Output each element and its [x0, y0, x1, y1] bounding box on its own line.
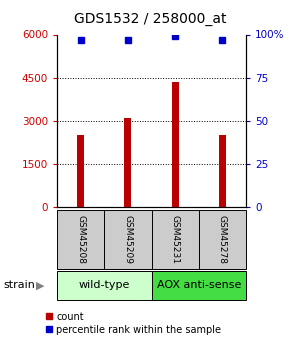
Text: GSM45278: GSM45278: [218, 215, 227, 264]
Legend: count, percentile rank within the sample: count, percentile rank within the sample: [41, 308, 225, 338]
Bar: [172, 82, 179, 207]
Bar: [77, 135, 84, 207]
Bar: [124, 118, 131, 207]
Text: GSM45231: GSM45231: [171, 215, 180, 264]
Text: GSM45208: GSM45208: [76, 215, 85, 264]
Text: AOX anti-sense: AOX anti-sense: [157, 280, 241, 290]
Text: strain: strain: [3, 280, 35, 290]
Text: ▶: ▶: [36, 280, 45, 290]
Text: GSM45209: GSM45209: [123, 215, 132, 264]
Text: GDS1532 / 258000_at: GDS1532 / 258000_at: [74, 12, 226, 26]
Text: wild-type: wild-type: [79, 280, 130, 290]
Bar: [219, 135, 226, 207]
